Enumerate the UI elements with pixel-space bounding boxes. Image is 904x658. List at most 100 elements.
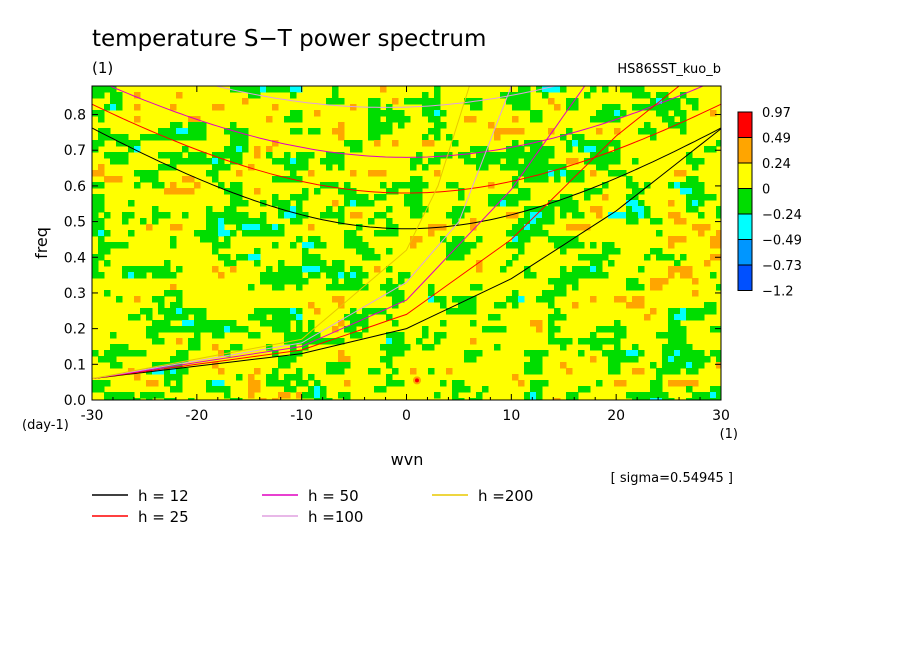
heatmap-cell bbox=[458, 254, 465, 261]
heatmap-cell bbox=[368, 116, 375, 123]
heatmap-cell bbox=[674, 122, 681, 129]
heatmap-cell bbox=[692, 176, 699, 183]
heatmap-cell bbox=[308, 260, 315, 267]
heatmap-cell bbox=[266, 224, 273, 231]
heatmap-cell bbox=[104, 152, 111, 159]
heatmap-cell bbox=[602, 272, 609, 279]
heatmap-cell bbox=[608, 362, 615, 369]
heatmap-cell bbox=[386, 218, 393, 225]
heatmap-cell bbox=[650, 380, 657, 387]
heatmap-cell bbox=[572, 242, 579, 249]
y-axis: 0.00.10.20.30.40.50.60.70.8 bbox=[64, 108, 721, 409]
heatmap-cell bbox=[542, 206, 549, 213]
heatmap-cell bbox=[242, 212, 249, 219]
heatmap-cell bbox=[296, 212, 303, 219]
heatmap-cell bbox=[332, 368, 339, 375]
heatmap-cell bbox=[98, 170, 105, 177]
heatmap-cell bbox=[230, 344, 237, 351]
heatmap-cell bbox=[296, 368, 303, 375]
heatmap-cell bbox=[326, 206, 333, 213]
heatmap-cell bbox=[224, 212, 231, 219]
heatmap-cell bbox=[374, 212, 381, 219]
heatmap-cell bbox=[674, 260, 681, 267]
heatmap-cell bbox=[650, 248, 657, 255]
heatmap-cell bbox=[686, 272, 693, 279]
heatmap-cell bbox=[428, 140, 435, 147]
heatmap-cell bbox=[344, 236, 351, 243]
heatmap-cell bbox=[542, 212, 549, 219]
heatmap-cell bbox=[212, 362, 219, 369]
heatmap-cell bbox=[368, 134, 375, 141]
heatmap-cell bbox=[578, 338, 585, 345]
heatmap-cell bbox=[542, 86, 549, 93]
heatmap-cell bbox=[572, 104, 579, 111]
heatmap-cell bbox=[680, 92, 687, 99]
heatmap-cell bbox=[560, 248, 567, 255]
heatmap-cell bbox=[200, 326, 207, 333]
heatmap-cell bbox=[536, 386, 543, 393]
heatmap-cell bbox=[686, 362, 693, 369]
heatmap-cell bbox=[392, 284, 399, 291]
heatmap-cell bbox=[338, 188, 345, 195]
heatmap-cell bbox=[356, 314, 363, 321]
heatmap-cell bbox=[524, 152, 531, 159]
heatmap-cell bbox=[158, 392, 165, 399]
heatmap-cell bbox=[212, 242, 219, 249]
heatmap-cell bbox=[386, 224, 393, 231]
heatmap-cell bbox=[452, 254, 459, 261]
heatmap-cell bbox=[200, 128, 207, 135]
heatmap-cell bbox=[602, 194, 609, 201]
heatmap-cell bbox=[512, 236, 519, 243]
heatmap-cell bbox=[284, 272, 291, 279]
heatmap-cell bbox=[590, 260, 597, 267]
heatmap-cell bbox=[104, 248, 111, 255]
heatmap-cell bbox=[98, 230, 105, 237]
heatmap-cell bbox=[272, 224, 279, 231]
heatmap-cell bbox=[440, 380, 447, 387]
heatmap-cell bbox=[278, 266, 285, 273]
heatmap-cell bbox=[422, 110, 429, 117]
heatmap-cell bbox=[674, 368, 681, 375]
heatmap-cell bbox=[584, 140, 591, 147]
heatmap-cell bbox=[692, 164, 699, 171]
heatmap-cell bbox=[476, 152, 483, 159]
heatmap-cell bbox=[416, 158, 423, 165]
heatmap-cell bbox=[680, 254, 687, 261]
heatmap-cell bbox=[548, 326, 555, 333]
heatmap-cell bbox=[296, 86, 303, 93]
heatmap-cell bbox=[92, 386, 99, 393]
heatmap-cell bbox=[146, 398, 153, 400]
heatmap-cell bbox=[386, 362, 393, 369]
heatmap-cell bbox=[380, 122, 387, 129]
heatmap-cell bbox=[134, 314, 141, 321]
heatmap-cell bbox=[308, 272, 315, 279]
heatmap-cell bbox=[128, 350, 135, 357]
heatmap-cell bbox=[278, 380, 285, 387]
heatmap-cell bbox=[698, 182, 705, 189]
heatmap-cell bbox=[356, 140, 363, 147]
heatmap-cell bbox=[566, 236, 573, 243]
heatmap-cell bbox=[452, 218, 459, 225]
heatmap-cell bbox=[494, 158, 501, 165]
heatmap-cell bbox=[608, 338, 615, 345]
x-axis-unit: (1) bbox=[720, 427, 738, 442]
heatmap-cell bbox=[548, 278, 555, 285]
heatmap-cell bbox=[482, 386, 489, 393]
heatmap-cell bbox=[314, 260, 321, 267]
heatmap-cell bbox=[578, 272, 585, 279]
heatmap-cell bbox=[410, 158, 417, 165]
heatmap-cell bbox=[104, 86, 111, 93]
heatmap-cell bbox=[632, 218, 639, 225]
heatmap-cell bbox=[146, 176, 153, 183]
heatmap-cell bbox=[656, 218, 663, 225]
heatmap-cell bbox=[524, 86, 531, 93]
heatmap-cell bbox=[296, 374, 303, 381]
heatmap-cell bbox=[458, 194, 465, 201]
heatmap-cell bbox=[164, 326, 171, 333]
heatmap-cell bbox=[590, 344, 597, 351]
heatmap-cell bbox=[518, 164, 525, 171]
heatmap-cell bbox=[668, 350, 675, 357]
heatmap-cell bbox=[500, 200, 507, 207]
heatmap-cell bbox=[566, 206, 573, 213]
heatmap-cell bbox=[686, 308, 693, 315]
